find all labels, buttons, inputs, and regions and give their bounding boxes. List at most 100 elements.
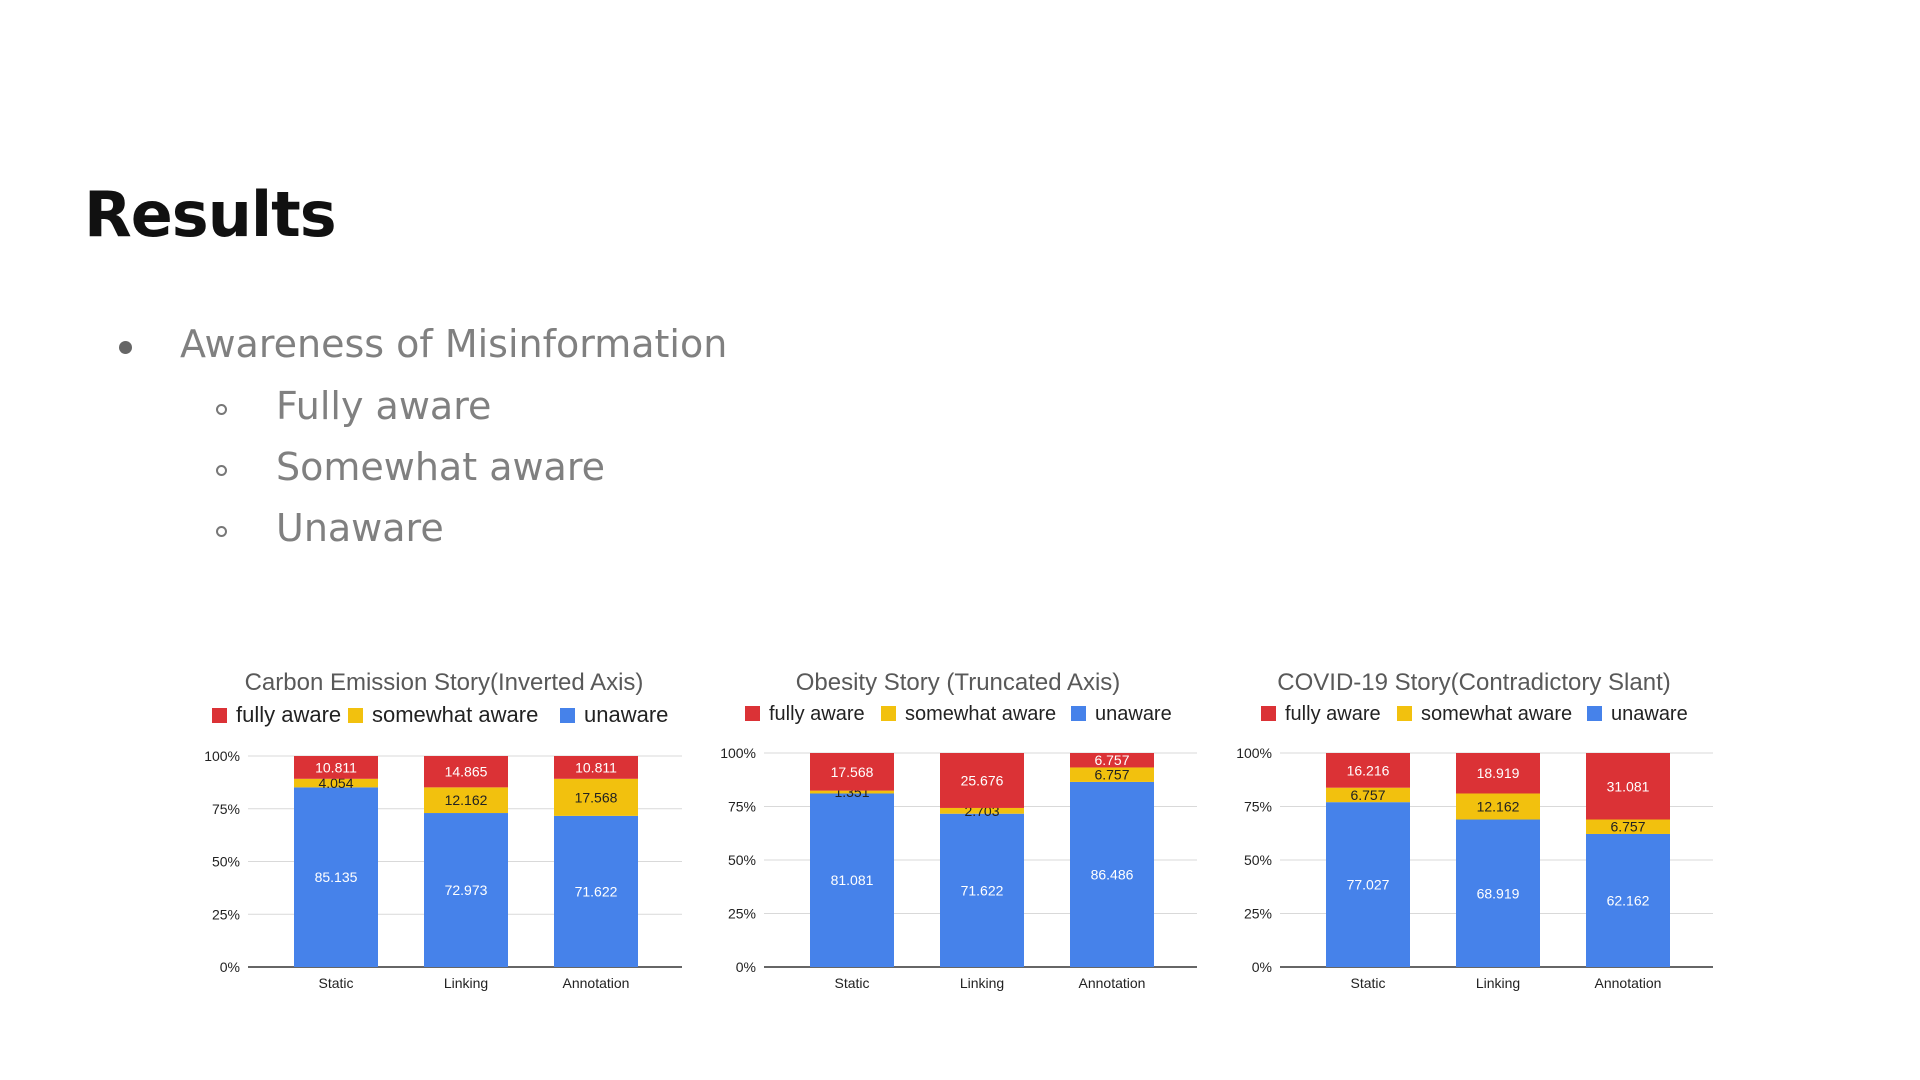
y-tick-label: 25%: [728, 906, 756, 922]
bar-segment-unaware: [554, 815, 638, 967]
data-label-unaware: 86.486: [1091, 866, 1134, 882]
chart-1: Carbon Emission Story(Inverted Axis) full…: [204, 669, 682, 991]
bar-segment-somewhat-aware: [554, 778, 638, 816]
sub-bullet-circle-icon: [216, 526, 227, 537]
sub-bullet-circle-icon: [216, 465, 227, 476]
y-tick-label: 0%: [1252, 959, 1272, 975]
y-tick-label: 75%: [1244, 799, 1272, 815]
chart-3: COVID-19 Story(Contradictory Slant) fully…: [1236, 669, 1713, 991]
y-tick-label: 50%: [728, 852, 756, 868]
x-tick-label: Static: [834, 975, 869, 991]
legend-label-somewhat-aware: somewhat aware: [1421, 703, 1572, 725]
legend-swatch-fully-aware: [212, 708, 227, 723]
x-tick-label: Linking: [444, 975, 488, 991]
data-label-somewhat-aware: 12.162: [445, 792, 488, 808]
x-tick-label: Annotation: [563, 975, 630, 991]
x-tick-label: Static: [1350, 975, 1385, 991]
bar-segment-somewhat-aware: [1586, 819, 1670, 834]
sub-bullet-somewhat-aware: Somewhat aware: [276, 445, 606, 489]
bullet-dot-icon: [119, 341, 132, 354]
data-label-somewhat-aware: 12.162: [1477, 799, 1520, 815]
bar-segment-somewhat-aware: [424, 787, 508, 814]
y-tick-label: 100%: [204, 748, 240, 764]
y-tick-label: 100%: [1236, 745, 1272, 761]
y-tick-label: 50%: [1244, 852, 1272, 868]
data-label-fully-aware: 14.865: [445, 764, 488, 780]
y-tick-label: 100%: [720, 745, 756, 761]
bar-segment-fully-aware: [940, 752, 1024, 808]
data-label-fully-aware: 10.811: [315, 759, 357, 775]
legend-swatch-somewhat-aware: [1397, 706, 1412, 721]
data-label-unaware: 77.027: [1347, 877, 1390, 893]
chart-title: Carbon Emission Story(Inverted Axis): [245, 669, 644, 696]
bar-segment-somewhat-aware: [1456, 793, 1540, 820]
chart-title: Obesity Story (Truncated Axis): [796, 669, 1121, 696]
legend-swatch-unaware: [1587, 706, 1602, 721]
bar-segment-fully-aware: [1070, 753, 1154, 768]
bar-segment-unaware: [424, 813, 508, 967]
bar-segment-unaware: [294, 787, 378, 967]
data-label-somewhat-aware: 6.757: [1350, 787, 1385, 803]
data-label-unaware: 68.919: [1477, 885, 1520, 901]
data-label-fully-aware: 25.676: [961, 772, 1004, 788]
bar-segment-fully-aware: [810, 753, 894, 791]
legend-label-somewhat-aware: somewhat aware: [372, 702, 538, 727]
bar-segment-fully-aware: [1586, 753, 1670, 820]
data-label-unaware: 72.973: [445, 882, 488, 898]
y-tick-label: 0%: [736, 959, 756, 975]
y-tick-label: 25%: [212, 906, 240, 922]
data-label-unaware: 81.081: [831, 872, 874, 888]
y-tick-label: 75%: [728, 799, 756, 815]
bar-segment-unaware: [940, 813, 1024, 967]
data-label-unaware: 71.622: [575, 883, 618, 899]
data-label-fully-aware: 17.568: [831, 764, 874, 780]
legend-swatch-unaware: [560, 708, 575, 723]
bar-segment-somewhat-aware: [810, 790, 894, 794]
sub-bullet-fully-aware: Fully aware: [276, 384, 492, 428]
data-label-fully-aware: 10.811: [575, 759, 617, 775]
bar-segment-fully-aware: [294, 756, 378, 779]
bar-segment-fully-aware: [1326, 753, 1410, 788]
data-label-somewhat-aware: 17.568: [575, 789, 618, 805]
bar-segment-fully-aware: [554, 755, 638, 779]
bar-segment-somewhat-aware: [1070, 767, 1154, 782]
x-tick-label: Static: [318, 975, 353, 991]
chart-2: Obesity Story (Truncated Axis) fully awar…: [720, 669, 1197, 991]
bar-segment-somewhat-aware: [1326, 787, 1410, 803]
legend-label-unaware: unaware: [584, 702, 668, 727]
slide-title: Results: [84, 178, 337, 251]
chart-title: COVID-19 Story(Contradictory Slant): [1277, 669, 1670, 696]
bar-segment-fully-aware: [1456, 753, 1540, 794]
legend-label-fully-aware: fully aware: [1285, 703, 1381, 725]
x-tick-label: Linking: [1476, 975, 1520, 991]
data-label-fully-aware: 6.757: [1094, 752, 1129, 768]
bar-segment-unaware: [810, 793, 894, 967]
legend-label-fully-aware: fully aware: [236, 702, 341, 727]
data-label-unaware: 85.135: [315, 869, 358, 885]
y-tick-label: 25%: [1244, 906, 1272, 922]
legend-label-unaware: unaware: [1611, 703, 1688, 725]
y-tick-label: 0%: [220, 959, 240, 975]
bar-segment-fully-aware: [424, 756, 508, 788]
legend-label-unaware: unaware: [1095, 703, 1172, 725]
legend-label-somewhat-aware: somewhat aware: [905, 703, 1056, 725]
legend-swatch-fully-aware: [1261, 706, 1276, 721]
y-tick-label: 75%: [212, 801, 240, 817]
sub-bullet-unaware: Unaware: [276, 506, 444, 550]
data-label-somewhat-aware: 6.757: [1610, 819, 1645, 835]
bar-segment-unaware: [1326, 802, 1410, 967]
data-label-unaware: 71.622: [961, 882, 1004, 898]
data-label-unaware: 62.162: [1607, 892, 1650, 908]
bar-segment-unaware: [1070, 781, 1154, 967]
data-label-somewhat-aware: 4.054: [318, 775, 353, 791]
legend-label-fully-aware: fully aware: [769, 703, 865, 725]
bar-segment-somewhat-aware: [940, 807, 1024, 814]
data-label-somewhat-aware: 6.757: [1094, 767, 1129, 783]
data-label-fully-aware: 18.919: [1477, 765, 1520, 781]
x-tick-label: Annotation: [1079, 975, 1146, 991]
legend-swatch-somewhat-aware: [348, 708, 363, 723]
bar-segment-unaware: [1456, 819, 1540, 967]
bar-segment-somewhat-aware: [294, 778, 378, 788]
sub-bullet-circle-icon: [216, 404, 227, 415]
